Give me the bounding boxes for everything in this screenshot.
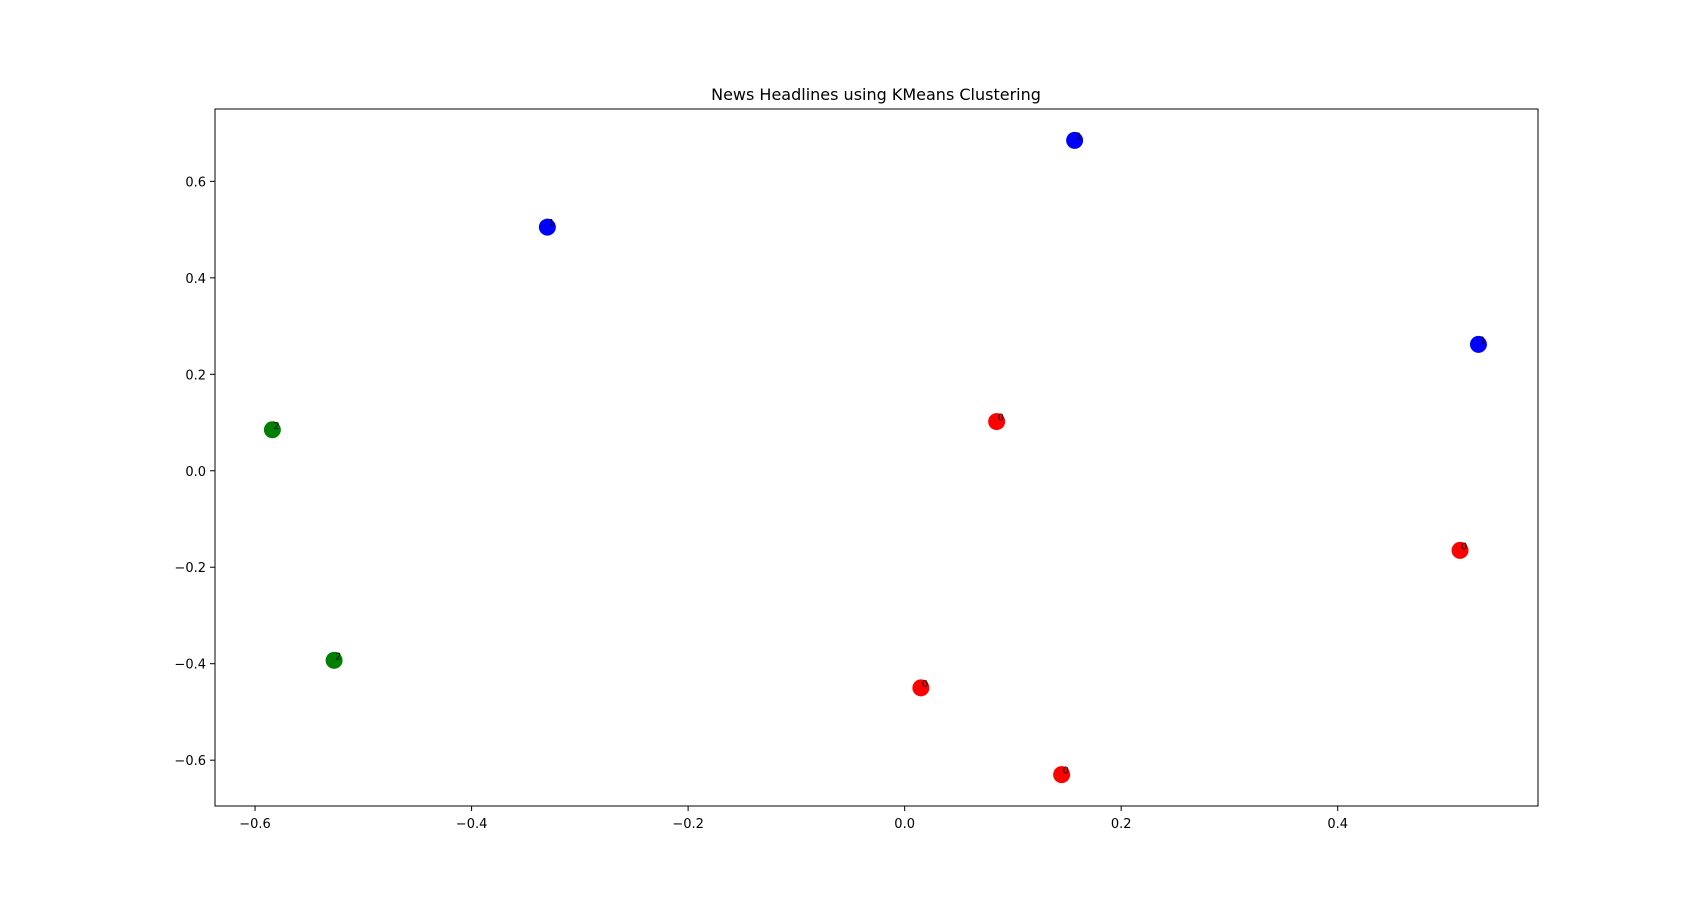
y-tick-label: 0.4 <box>185 272 206 287</box>
data-point-cluster-0 <box>1053 766 1071 784</box>
data-point-cluster-0 <box>1451 541 1469 559</box>
data-point-label: 1 <box>1479 335 1485 346</box>
y-tick-label: −0.6 <box>174 754 206 769</box>
data-point-label: 0 <box>1461 541 1467 552</box>
y-tick-label: 0.6 <box>185 175 206 190</box>
x-tick-label: −0.6 <box>239 817 271 832</box>
data-point-label: 2 <box>335 651 341 662</box>
data-point-cluster-1 <box>1469 335 1487 353</box>
x-tick-label: 0.2 <box>1111 817 1132 832</box>
data-point-label: 1 <box>548 218 554 229</box>
data-point-cluster-2 <box>325 651 343 669</box>
data-point-label: 0 <box>1063 766 1069 777</box>
data-point-cluster-2 <box>263 421 281 439</box>
y-tick-label: −0.4 <box>174 658 206 673</box>
y-tick-label: 0.0 <box>185 465 206 480</box>
data-point-cluster-0 <box>988 413 1006 431</box>
data-point-label: 0 <box>998 413 1004 424</box>
x-tick-label: 0.0 <box>894 817 915 832</box>
plot-area-frame <box>214 108 1539 807</box>
data-points: 1 1 1 2 2 0 0 0 0 <box>263 131 1487 784</box>
y-tick-label: 0.2 <box>185 368 206 383</box>
x-axis: −0.6 −0.4 −0.2 0.0 0.2 0.4 <box>239 806 1348 832</box>
data-point-label: 2 <box>273 421 279 432</box>
y-tick-label: −0.2 <box>174 561 206 576</box>
data-point-cluster-1 <box>1066 131 1084 149</box>
data-point-cluster-0 <box>912 679 930 697</box>
chart-title: News Headlines using KMeans Clustering <box>711 85 1041 104</box>
data-point-label: 1 <box>1076 131 1082 142</box>
data-point-label: 0 <box>922 679 928 690</box>
x-tick-label: 0.4 <box>1327 817 1348 832</box>
x-tick-label: −0.2 <box>672 817 704 832</box>
x-tick-label: −0.4 <box>456 817 488 832</box>
y-axis: −0.6 −0.4 −0.2 0.0 0.2 0.4 0.6 <box>174 175 215 769</box>
data-point-cluster-1 <box>538 218 556 236</box>
